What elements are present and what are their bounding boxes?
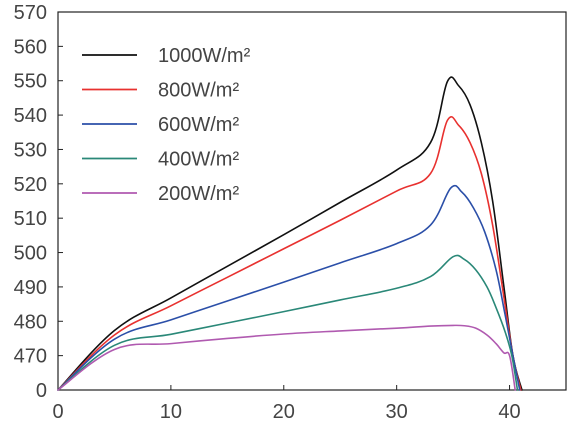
x-tick-label: 0 (52, 401, 63, 421)
y-tick-label: 520 (14, 174, 47, 196)
legend: 1000W/m² 800W/m² 600W/m² 400W/m² 200W/m² (82, 45, 251, 205)
series-layer (57, 76, 523, 391)
y-tick-label: 470 (14, 346, 47, 368)
legend-item: 400W/m² (82, 149, 239, 171)
legend-label: 1000W/m² (158, 45, 251, 67)
y-tick-label: 490 (14, 277, 47, 299)
legend-item: 1000W/m² (82, 45, 251, 67)
series-line-600wm (57, 184, 521, 391)
legend-item: 200W/m² (82, 183, 239, 205)
x-tick-label: 30 (386, 401, 408, 421)
series-line-1000wm (57, 76, 523, 391)
y-tick-label: 570 (14, 2, 47, 24)
legend-label: 600W/m² (158, 114, 239, 136)
y-tick-label: 0 (36, 380, 47, 402)
y-tick-label: 550 (14, 71, 47, 93)
legend-label: 200W/m² (158, 183, 239, 205)
y-tick-label: 500 (14, 243, 47, 265)
y-tick-label: 510 (14, 208, 47, 230)
x-tick-label: 40 (498, 401, 520, 421)
series-line-200wm (57, 324, 516, 391)
y-tick-label: 530 (14, 139, 47, 161)
y-tick-label: 560 (14, 36, 47, 58)
plot-frame (57, 11, 567, 391)
x-tick-label: 20 (273, 401, 295, 421)
y-tick-label: 480 (14, 311, 47, 333)
y-tick-label: 540 (14, 105, 47, 127)
series-line-400wm (57, 254, 519, 391)
legend-item: 800W/m² (82, 80, 239, 102)
legend-item: 600W/m² (82, 114, 239, 136)
ticks-layer: 0 10 20 30 40 0 470 480 490 500 510 520 530 540 550 560… (14, 2, 521, 421)
legend-label: 800W/m² (158, 80, 239, 102)
x-tick-label: 10 (160, 401, 182, 421)
series-line-800wm (57, 116, 522, 391)
legend-label: 400W/m² (158, 149, 239, 171)
